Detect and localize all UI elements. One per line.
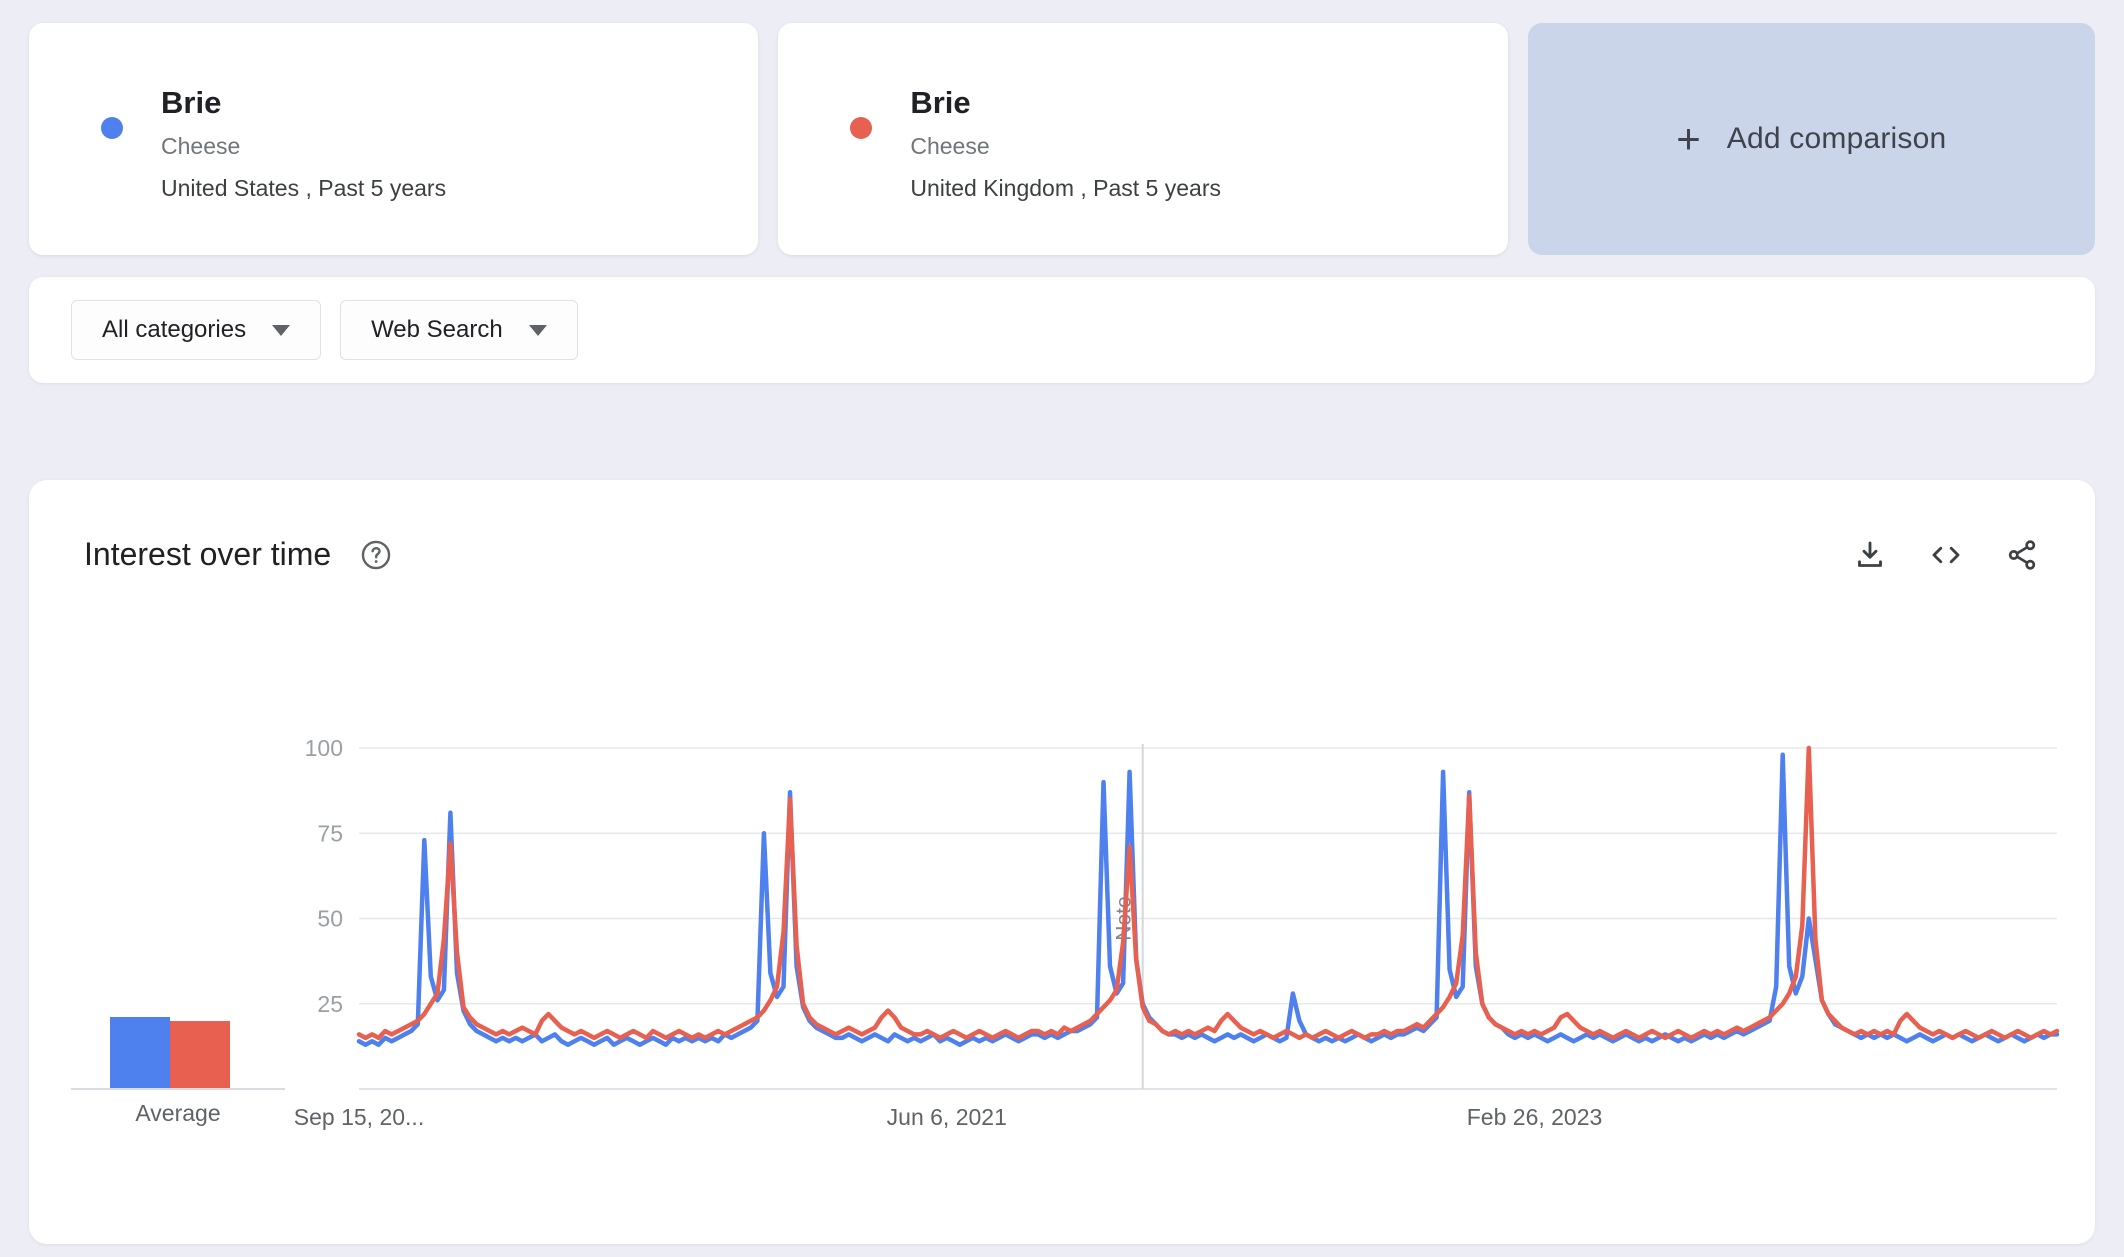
search-term-scope: United Kingdom , Past 5 years [910,175,1221,201]
average-label: Average [135,1100,221,1126]
comparison-card-united-states[interactable]: Brie Cheese United States , Past 5 years [29,23,759,255]
y-tick-label: 25 [317,991,343,1017]
average-bars [110,480,230,1089]
y-tick-label: 100 [305,735,343,761]
x-tick-label: Jun 6, 2021 [887,1104,1007,1130]
add-comparison-button[interactable]: + Add comparison [1527,23,2095,255]
comparison-row: Brie Cheese United States , Past 5 years… [29,23,2095,255]
category-dropdown[interactable]: All categories [71,300,322,360]
y-tick-label: 75 [317,820,343,846]
average-chart: Average [29,480,329,1244]
interest-over-time-card: Interest over time [29,480,2095,1244]
search-type-dropdown-label: Web Search [371,316,503,343]
series-color-dot-blue [101,117,123,139]
chevron-down-icon [528,324,547,336]
x-tick-label: Sep 15, 20... [294,1104,424,1130]
share-icon[interactable] [2004,537,2040,573]
series-color-dot-red [850,117,873,139]
search-term: Brie [910,85,971,120]
y-tick-label: 50 [317,906,343,932]
chevron-down-icon [272,324,291,336]
help-icon[interactable] [359,538,393,572]
chart-actions [1852,537,2040,573]
x-tick-label: Feb 26, 2023 [1467,1104,1603,1130]
comparison-card-united-kingdom[interactable]: Brie Cheese United Kingdom , Past 5 year… [778,23,1508,255]
chart-header: Interest over time [84,536,2040,573]
filter-bar: All categories Web Search [29,277,2095,383]
search-term: Brie [161,85,222,120]
search-term-topic: Cheese [161,133,241,159]
trend-line-1 [356,752,2060,1047]
category-dropdown-label: All categories [102,316,247,343]
add-comparison-label: Add comparison [1726,122,1947,155]
embed-icon[interactable] [1928,537,1964,573]
download-icon[interactable] [1852,537,1888,573]
average-axis-line [71,1088,285,1090]
average-bar [170,1021,230,1089]
plus-icon: + [1676,115,1701,162]
search-term-scope: United States , Past 5 years [161,175,447,201]
chart-title: Interest over time [84,536,332,572]
search-type-dropdown[interactable]: Web Search [340,300,578,360]
trend-line-2 [356,745,2060,1041]
average-bar [110,1017,170,1089]
search-term-topic: Cheese [910,133,990,159]
interest-over-time-chart[interactable]: 25 50 75 100 Sep 15, 20... Jun 6, 2021 Feb 26,… [29,480,2095,1244]
